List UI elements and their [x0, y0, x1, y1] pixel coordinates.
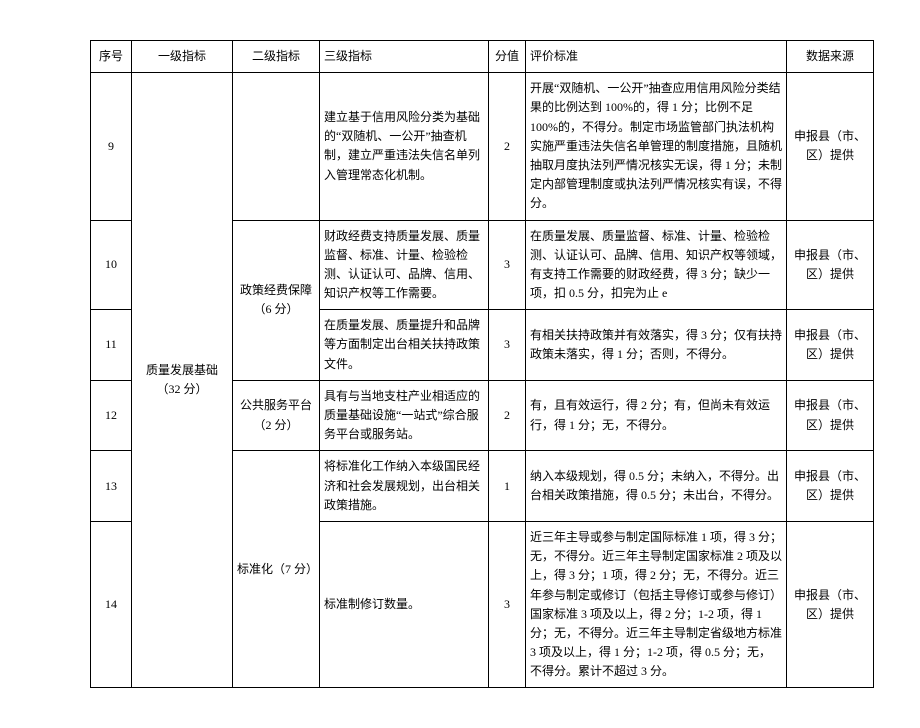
header-score: 分值	[489, 41, 526, 73]
cell-seq: 9	[91, 73, 132, 220]
cell-src: 申报县（市、区）提供	[787, 521, 874, 688]
header-row: 序号 一级指标 二级指标 三级指标 分值 评价标准 数据来源	[91, 41, 874, 73]
header-l1: 一级指标	[132, 41, 233, 73]
cell-src: 申报县（市、区）提供	[787, 380, 874, 451]
cell-l3: 具有与当地支柱产业相适应的质量基础设施“一站式”综合服务平台或服务站。	[320, 380, 489, 451]
cell-l2: 政策经费保障（6 分）	[233, 220, 320, 380]
cell-std: 有相关扶持政策并有效落实，得 3 分；仅有扶持政策未落实，得 1 分；否则，不得…	[526, 310, 787, 381]
cell-seq: 11	[91, 310, 132, 381]
header-l2: 二级指标	[233, 41, 320, 73]
cell-l2: 标准化（7 分）	[233, 451, 320, 688]
cell-l2: 公共服务平台（2 分）	[233, 380, 320, 451]
cell-seq: 10	[91, 220, 132, 310]
cell-score: 3	[489, 521, 526, 688]
cell-src: 申报县（市、区）提供	[787, 73, 874, 220]
cell-l3: 将标准化工作纳入本级国民经济和社会发展规划，出台相关政策措施。	[320, 451, 489, 522]
cell-l3: 标准制修订数量。	[320, 521, 489, 688]
cell-l3: 财政经费支持质量发展、质量监督、标准、计量、检验检测、认证认可、品牌、信用、知识…	[320, 220, 489, 310]
header-l3: 三级指标	[320, 41, 489, 73]
cell-score: 3	[489, 310, 526, 381]
cell-l2-empty	[233, 73, 320, 220]
header-std: 评价标准	[526, 41, 787, 73]
indicator-table: 序号 一级指标 二级指标 三级指标 分值 评价标准 数据来源 9 质量发展基础（…	[90, 40, 874, 688]
cell-std: 在质量发展、质量监督、标准、计量、检验检测、认证认可、品牌、信用、知识产权等领域…	[526, 220, 787, 310]
cell-src: 申报县（市、区）提供	[787, 220, 874, 310]
header-src: 数据来源	[787, 41, 874, 73]
cell-src: 申报县（市、区）提供	[787, 310, 874, 381]
table-row: 9 质量发展基础（32 分） 建立基于信用风险分类为基础的“双随机、一公开”抽查…	[91, 73, 874, 220]
cell-src: 申报县（市、区）提供	[787, 451, 874, 522]
cell-std: 近三年主导或参与制定国际标准 1 项，得 3 分；无，不得分。近三年主导制定国家…	[526, 521, 787, 688]
cell-seq: 13	[91, 451, 132, 522]
cell-std: 有，且有效运行，得 2 分；有，但尚未有效运行，得 1 分；无，不得分。	[526, 380, 787, 451]
header-seq: 序号	[91, 41, 132, 73]
cell-score: 1	[489, 451, 526, 522]
cell-score: 2	[489, 73, 526, 220]
cell-l3: 建立基于信用风险分类为基础的“双随机、一公开”抽查机制，建立严重违法失信名单列入…	[320, 73, 489, 220]
cell-l1: 质量发展基础（32 分）	[132, 73, 233, 688]
cell-score: 3	[489, 220, 526, 310]
cell-seq: 12	[91, 380, 132, 451]
cell-seq: 14	[91, 521, 132, 688]
cell-std: 开展“双随机、一公开”抽查应用信用风险分类结果的比例达到 100%的，得 1 分…	[526, 73, 787, 220]
cell-l3: 在质量发展、质量提升和品牌等方面制定出台相关扶持政策文件。	[320, 310, 489, 381]
cell-score: 2	[489, 380, 526, 451]
cell-std: 纳入本级规划，得 0.5 分；未纳入，不得分。出台相关政策措施，得 0.5 分；…	[526, 451, 787, 522]
